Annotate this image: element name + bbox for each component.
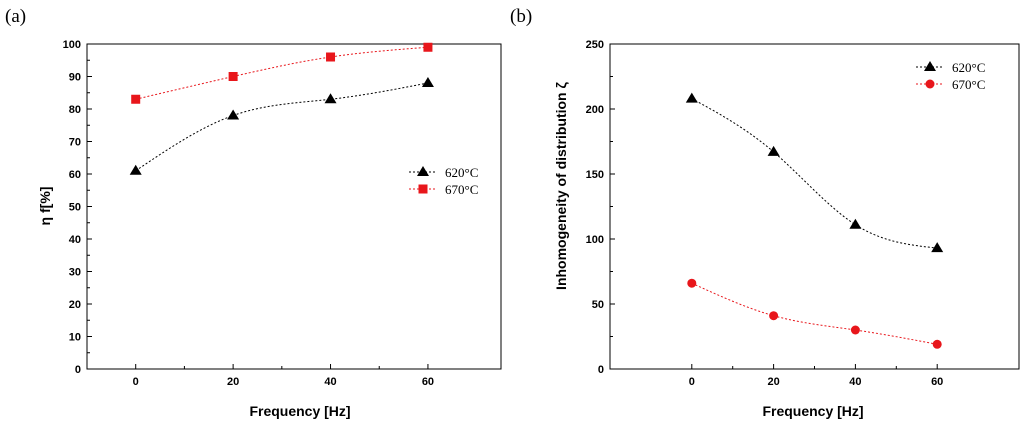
series-1-curve xyxy=(691,282,938,345)
panel-b-legend: 620°C 670°C xyxy=(916,60,985,92)
panel-b: (b) 0 50 100 150 200 250 0 20 40 60 Frequency [H… xyxy=(510,6,1020,419)
y-tick-label: 40 xyxy=(69,234,81,246)
y-tick-label: 0 xyxy=(598,364,604,376)
panel-a-trend-curves xyxy=(135,46,429,172)
series-0-point xyxy=(227,109,240,120)
panel-a-label: (a) xyxy=(5,6,26,27)
series-0-point xyxy=(421,77,434,87)
y-tick-label: 50 xyxy=(69,202,81,214)
panel-a-data-points xyxy=(129,42,434,175)
series-1-point xyxy=(769,311,779,321)
y-tick-label: 80 xyxy=(69,104,81,116)
series-1-point xyxy=(423,42,433,52)
y-tick-label: 250 xyxy=(586,39,604,51)
y-tick-label: 50 xyxy=(592,299,604,311)
y-tick-label: 60 xyxy=(69,169,81,181)
panel-b-x-ticks: 0 20 40 60 xyxy=(689,364,943,388)
panel-b-legend-label-670: 670°C xyxy=(952,77,985,92)
y-tick-label: 200 xyxy=(586,104,604,116)
panel-a-legend-marker-620 xyxy=(417,166,429,176)
series-1-point xyxy=(131,94,141,104)
x-tick-label: 0 xyxy=(689,376,695,388)
panel-a-y-axis-label: η f[%] xyxy=(37,187,53,226)
series-1-point xyxy=(850,325,860,335)
y-tick-label: 100 xyxy=(63,39,81,51)
series-0-point xyxy=(849,218,862,229)
series-1-point xyxy=(687,278,697,288)
panel-a-legend-label-670: 670°C xyxy=(445,182,478,197)
y-tick-label: 20 xyxy=(69,299,81,311)
panel-b-x-axis-label: Frequency [Hz] xyxy=(762,403,863,419)
series-1-point xyxy=(228,72,238,81)
series-0-curve xyxy=(135,82,429,172)
x-tick-label: 60 xyxy=(422,376,434,388)
y-tick-label: 0 xyxy=(75,364,81,376)
panel-b-data-points xyxy=(685,92,944,349)
y-tick-label: 70 xyxy=(69,137,81,149)
series-0-point xyxy=(129,164,142,175)
y-tick-label: 90 xyxy=(69,72,81,84)
x-tick-label: 0 xyxy=(133,376,139,388)
series-0-point xyxy=(685,92,698,103)
panel-b-legend-marker-620 xyxy=(924,61,936,71)
x-tick-label: 60 xyxy=(931,376,943,388)
x-tick-label: 20 xyxy=(227,376,239,388)
panel-b-y-axis-label: Inhomogeneity of distribution ζ xyxy=(553,82,569,290)
y-tick-label: 10 xyxy=(69,332,81,344)
series-0-curve xyxy=(691,98,938,249)
panel-a-x-axis-label: Frequency [Hz] xyxy=(249,403,350,419)
panel-a-x-ticks: 0 20 40 60 xyxy=(133,364,434,388)
series-0-point xyxy=(767,145,780,156)
panel-a-plot-frame xyxy=(86,43,502,370)
x-tick-label: 40 xyxy=(849,376,861,388)
series-1-curve xyxy=(135,46,428,100)
x-tick-label: 40 xyxy=(324,376,336,388)
panel-b-legend-label-620: 620°C xyxy=(952,60,985,75)
y-tick-label: 30 xyxy=(69,267,81,279)
series-1-point xyxy=(932,339,942,349)
y-tick-label: 100 xyxy=(586,234,604,246)
panel-b-legend-marker-670 xyxy=(925,79,935,89)
panel-b-label: (b) xyxy=(510,6,532,27)
series-0-point xyxy=(324,93,337,104)
x-tick-label: 20 xyxy=(767,376,779,388)
panel-a-y-ticks: 0 10 20 30 40 50 60 70 80 90 100 xyxy=(63,39,92,376)
series-0-point xyxy=(931,242,944,253)
series-1-point xyxy=(326,52,336,62)
panel-a-legend-label-620: 620°C xyxy=(445,165,478,180)
panel-a-legend-marker-670 xyxy=(418,184,428,194)
panel-b-plot-frame xyxy=(609,43,1020,370)
y-tick-label: 150 xyxy=(586,169,604,181)
panel-a-legend: 620°C 670°C xyxy=(409,165,478,197)
panel-a: (a) 0 10 20 30 40 50 60 70 80 90 100 0 20 40 60 Frequ… xyxy=(5,6,502,419)
panel-b-trend-curves xyxy=(691,98,938,345)
panel-b-y-ticks: 0 50 100 150 200 250 xyxy=(586,39,615,376)
